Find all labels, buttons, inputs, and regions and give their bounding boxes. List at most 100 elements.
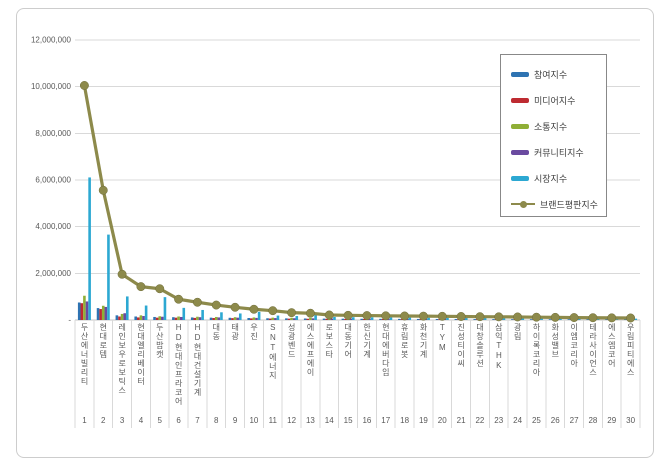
bar-커뮤니티지수 [142, 316, 145, 320]
bar-참여지수 [567, 319, 571, 320]
rank-number: 29 [607, 416, 616, 425]
bar-시장지수 [351, 317, 355, 320]
rank-number: 9 [233, 416, 238, 425]
line-marker [400, 311, 410, 321]
legend-label: 미디어지수 [534, 95, 576, 106]
bar-시장지수 [182, 307, 186, 320]
bar-시장지수 [125, 296, 129, 320]
bar-참여지수 [266, 318, 269, 320]
line-marker [117, 269, 127, 279]
line-marker [324, 310, 334, 320]
line-marker [569, 313, 579, 322]
line-marker [305, 308, 315, 318]
bar-참여지수 [247, 318, 251, 320]
rank-number: 2 [101, 416, 106, 425]
rank-number: 26 [551, 416, 560, 425]
legend-bar-swatch [511, 123, 529, 129]
bar-미디어지수 [118, 316, 121, 320]
line-marker [362, 311, 372, 321]
bar-시장지수 [333, 316, 336, 320]
bar-참여지수 [322, 318, 326, 320]
bar-미디어지수 [363, 318, 366, 320]
line-marker [98, 185, 108, 195]
line-marker [381, 311, 391, 321]
bar-참여지수 [379, 318, 382, 320]
bar-참여지수 [115, 315, 119, 320]
bar-시장지수 [502, 318, 506, 320]
bar-참여지수 [529, 319, 533, 320]
bar-미디어지수 [325, 318, 328, 320]
bar-커뮤니티지수 [104, 306, 108, 320]
bar-소통지수 [101, 305, 105, 320]
legend-label: 소통지수 [534, 121, 568, 132]
bar-참여지수 [398, 318, 401, 320]
rank-number: 4 [139, 416, 144, 425]
bar-시장지수 [88, 177, 91, 320]
bar-소통지수 [83, 295, 86, 320]
bar-시장지수 [559, 318, 562, 320]
bar-참여지수 [209, 317, 213, 320]
y-axis-tick-label: 4,000,000 [35, 222, 71, 231]
bar-참여지수 [492, 319, 495, 320]
legend-label: 시장지수 [534, 173, 568, 184]
y-axis-tick-label: 2,000,000 [35, 269, 71, 278]
bar-시장지수 [540, 318, 543, 320]
bar-시장지수 [408, 317, 412, 320]
bar-미디어지수 [155, 317, 159, 320]
bar-시장지수 [144, 305, 148, 320]
bar-커뮤니티지수 [255, 317, 258, 320]
bar-참여지수 [341, 318, 345, 320]
bar-미디어지수 [212, 318, 215, 320]
bar-참여지수 [511, 319, 514, 320]
rank-number: 22 [475, 416, 484, 425]
bar-커뮤니티지수 [179, 316, 183, 320]
bar-참여지수 [77, 302, 81, 320]
bar-시장지수 [389, 317, 393, 320]
line-marker [475, 312, 485, 322]
bar-시장지수 [220, 312, 223, 320]
bar-참여지수 [96, 308, 100, 320]
bar-참여지수 [285, 318, 288, 320]
y-axis-tick-label: 6,000,000 [35, 176, 71, 185]
rank-number: 13 [306, 416, 315, 425]
line-marker [550, 312, 560, 322]
rank-number: 21 [457, 416, 466, 425]
legend-label: 커뮤니티지수 [534, 147, 584, 158]
bar-참여지수 [134, 316, 138, 320]
line-marker [588, 313, 598, 323]
bar-소통지수 [196, 316, 199, 320]
bar-시장지수 [295, 316, 299, 320]
line-marker [211, 300, 221, 310]
bar-소통지수 [214, 316, 218, 320]
line-marker [136, 282, 146, 292]
bar-참여지수 [416, 318, 420, 320]
bar-커뮤니티지수 [311, 318, 315, 320]
bar-커뮤니티지수 [292, 318, 296, 320]
line-marker [249, 304, 259, 314]
rank-number: 16 [362, 416, 371, 425]
line-marker [418, 311, 428, 321]
line-marker [513, 312, 523, 322]
bar-미디어지수 [268, 318, 272, 320]
bar-시장지수 [201, 309, 204, 320]
bar-미디어지수 [174, 317, 178, 320]
legend-bar-swatch [511, 149, 529, 155]
bar-커뮤니티지수 [85, 301, 89, 320]
legend-item: 커뮤니티지수 [511, 139, 606, 165]
bar-참여지수 [548, 319, 552, 320]
bar-커뮤니티지수 [123, 313, 126, 320]
rank-number: 8 [214, 416, 219, 425]
chart-legend: 참여지수 미디어지수 소통지수 커뮤니티지수 시장지수 브랜드평판지수 [500, 54, 607, 217]
bar-시장지수 [464, 317, 468, 320]
line-marker [268, 306, 278, 316]
bar-미디어지수 [287, 318, 291, 320]
bar-시장지수 [238, 313, 242, 320]
bar-참여지수 [624, 319, 627, 320]
legend-bar-swatch [511, 71, 529, 77]
legend-marker-dot [519, 200, 527, 208]
bar-커뮤니티지수 [236, 317, 239, 320]
legend-item: 시장지수 [511, 165, 606, 191]
bar-참여지수 [360, 318, 364, 320]
bar-참여지수 [454, 319, 458, 320]
